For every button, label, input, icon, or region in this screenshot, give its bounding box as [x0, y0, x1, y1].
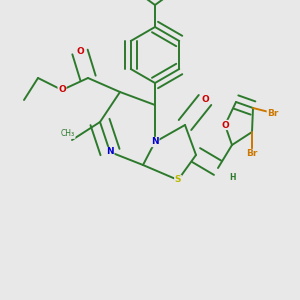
Text: CH₃: CH₃: [61, 130, 75, 139]
Text: O: O: [201, 95, 209, 104]
Text: O: O: [58, 85, 66, 94]
Text: Br: Br: [267, 109, 279, 118]
Text: N: N: [106, 148, 114, 157]
Text: N: N: [151, 137, 159, 146]
Text: H: H: [229, 173, 235, 182]
Text: S: S: [175, 176, 181, 184]
Text: O: O: [76, 47, 84, 56]
Text: O: O: [221, 121, 229, 130]
Text: Br: Br: [246, 149, 258, 158]
